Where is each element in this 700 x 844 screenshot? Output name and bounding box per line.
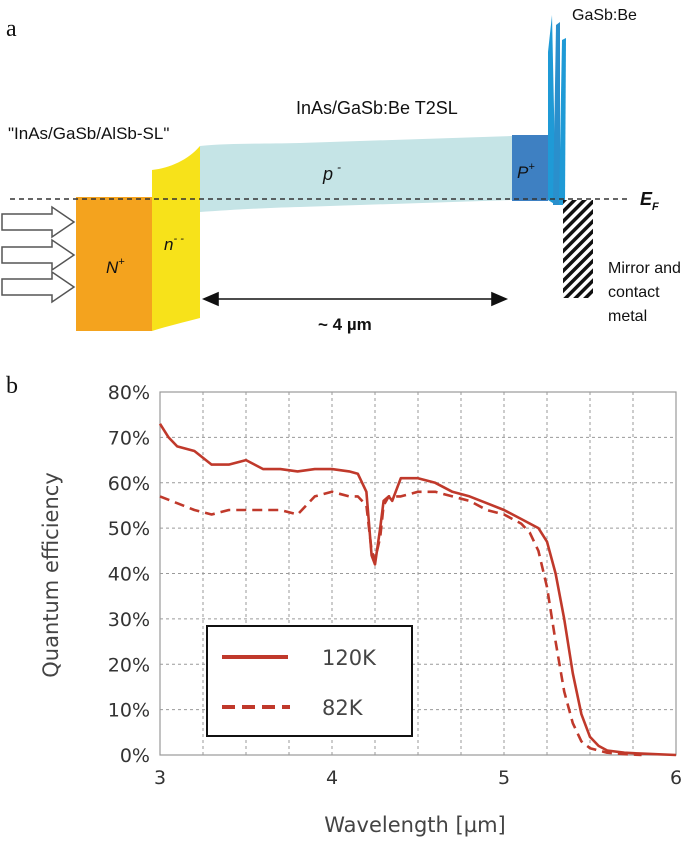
y-tick-label: 30% — [108, 609, 150, 631]
input-arrows — [1, 205, 76, 304]
mirror-metal — [563, 200, 593, 298]
thickness-label: ~ 4 µm — [318, 315, 372, 334]
mirror-label-line3: metal — [608, 308, 647, 325]
x-tick-label: 4 — [326, 767, 338, 789]
gasb-layer — [548, 15, 566, 205]
x-tick-labels: 3 4 5 6 — [154, 767, 682, 789]
y-axis-label: Quantum efficiency — [39, 472, 63, 678]
n-plus-label: N+ — [106, 256, 125, 277]
superlattice-label: "InAs/GaSb/AlSb-SL" — [8, 124, 169, 143]
mirror-label-line2: contact — [608, 284, 660, 301]
legend: 120K 82K — [206, 625, 413, 737]
y-tick-label: 40% — [108, 564, 150, 586]
y-tick-label: 0% — [120, 745, 150, 767]
y-tick-label: 80% — [108, 382, 150, 404]
y-tick-label: 60% — [108, 473, 150, 495]
legend-box — [206, 625, 413, 737]
y-tick-label: 50% — [108, 518, 150, 540]
x-tick-label: 5 — [498, 767, 510, 789]
fermi-label: EF — [640, 189, 659, 213]
y-tick-labels: 0% 10% 20% 30% 40% 50% 60% 70% 80% — [108, 382, 150, 767]
plot-frame — [159, 391, 677, 756]
p-plus-label: P+ — [517, 161, 535, 182]
series-line-82k — [159, 490, 642, 757]
arrow-icon — [1, 238, 76, 272]
panel-a-label: a — [6, 16, 17, 42]
p-plus-region — [512, 135, 548, 201]
x-axis-label: Wavelength [µm] — [324, 813, 505, 837]
panel-b-label: b — [6, 373, 18, 399]
y-tick-label: 70% — [108, 427, 150, 449]
n-minus-label: n- - — [164, 233, 184, 254]
t2sl-label: InAs/GaSb:Be T2SL — [296, 98, 458, 118]
n-minus-region — [152, 146, 200, 331]
series-line-120k — [158, 423, 677, 757]
y-tick-label: 10% — [108, 700, 150, 722]
arrow-icon — [1, 270, 76, 304]
mirror-label-line1: Mirror and — [608, 260, 681, 277]
x-tick-label: 6 — [670, 767, 682, 789]
p-minus-label: p- — [322, 160, 341, 184]
gasb-label: GaSb:Be — [572, 7, 637, 24]
arrow-icon — [1, 205, 76, 239]
y-tick-label: 20% — [108, 654, 150, 676]
x-tick-label: 3 — [154, 767, 166, 789]
data-lines — [158, 423, 677, 757]
qe-plot: 0% 10% 20% 30% 40% 50% 60% 70% 80% 3 4 5 6 Quantum … — [39, 382, 682, 837]
legend-label-120k: 120K — [322, 646, 377, 670]
legend-label-82k: 82K — [322, 696, 364, 720]
p-minus-region — [200, 136, 512, 212]
n-plus-region — [76, 197, 152, 331]
thickness-arrow — [201, 291, 509, 307]
